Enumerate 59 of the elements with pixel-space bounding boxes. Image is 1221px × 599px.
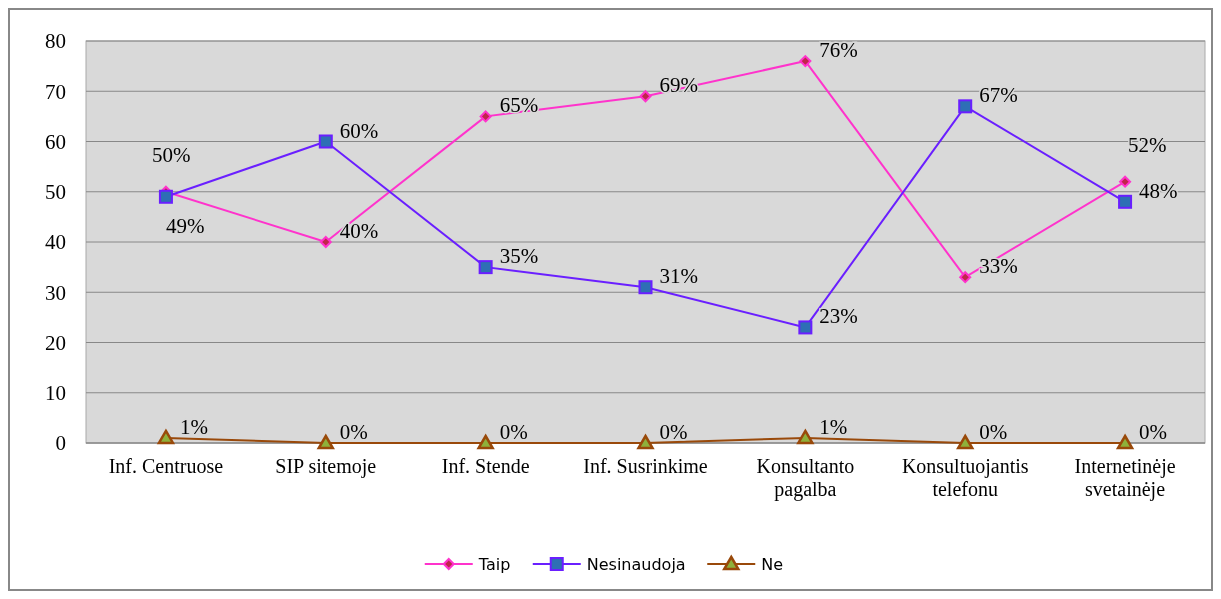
data-label: 31% [659, 264, 698, 289]
data-label: 1% [179, 414, 208, 439]
y-tick-label: 50 [45, 180, 66, 205]
point [797, 429, 814, 445]
y-tick-label: 20 [45, 330, 66, 355]
point [317, 434, 335, 450]
data-label: 0% [499, 420, 528, 444]
point [956, 434, 974, 450]
x-tick-label: Konsultuojantis telefonu [901, 455, 1029, 500]
point [639, 90, 652, 103]
data-label: 35% [499, 244, 539, 269]
data-label: 60% [339, 118, 379, 143]
point [318, 134, 333, 149]
data-label: 67% [979, 83, 1018, 108]
x-tick-label: Inf. Stende [441, 455, 530, 477]
point [1116, 434, 1134, 450]
data-label: 0% [659, 420, 688, 444]
x-tick-label: SIP sitemoje [275, 455, 377, 478]
data-label: 49% [165, 213, 205, 238]
point [477, 434, 494, 450]
point [1118, 194, 1133, 209]
point [478, 260, 493, 275]
data-label: 50% [151, 142, 191, 167]
point [799, 55, 812, 68]
y-tick-label: 0 [55, 431, 66, 456]
x-tick-label: Inf. Centruose [108, 455, 224, 477]
y-tick-label: 60 [45, 129, 66, 154]
point [1119, 175, 1132, 188]
point [479, 110, 492, 123]
data-label: 65% [499, 93, 539, 118]
point [319, 236, 332, 248]
data-label: 0% [1139, 420, 1168, 444]
data-label: 23% [819, 304, 858, 329]
x-tick-label: Internetinėje svetainėje [1074, 455, 1176, 501]
point [958, 99, 973, 114]
data-label: 76% [819, 38, 858, 63]
x-tick-label: Inf. Susrinkime [583, 455, 708, 477]
y-tick-label: 30 [45, 280, 66, 305]
data-label: 0% [979, 420, 1008, 444]
y-tick-label: 80 [45, 29, 66, 54]
point [637, 434, 654, 450]
legend-label: Taip [477, 554, 511, 574]
point [638, 280, 653, 295]
y-tick-label: 10 [45, 381, 66, 406]
point [798, 320, 813, 335]
data-label: 33% [979, 254, 1018, 279]
data-label: 40% [339, 219, 379, 243]
legend-label: Ne [761, 554, 784, 574]
data-label: 1% [819, 414, 848, 439]
point [158, 189, 173, 204]
x-tick-label: Konsultanto pagalba [756, 455, 855, 501]
data-label: 52% [1128, 132, 1167, 157]
point [157, 429, 175, 445]
y-tick-label: 40 [45, 230, 66, 255]
point [959, 271, 972, 284]
legend-label: Nesinaudoja [586, 554, 686, 574]
data-label: 0% [339, 420, 368, 444]
data-label: 48% [1139, 178, 1178, 203]
y-tick-label: 70 [45, 79, 66, 104]
